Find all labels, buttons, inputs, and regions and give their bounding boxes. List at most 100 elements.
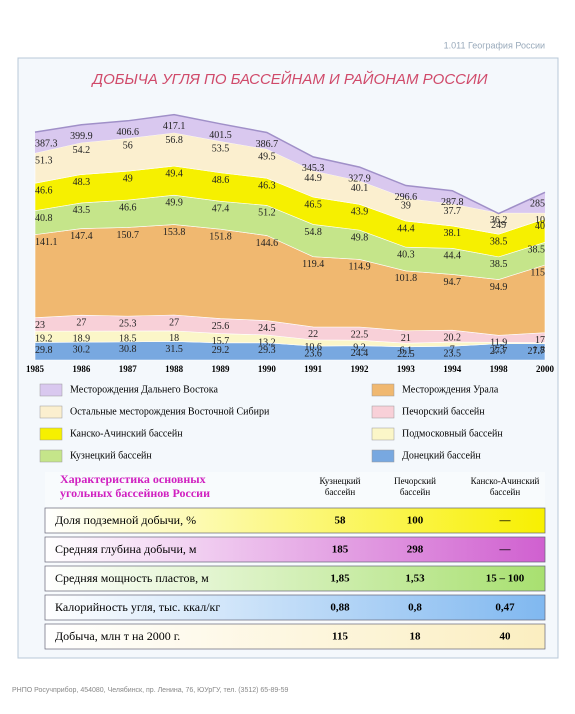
table-row (44, 507, 546, 534)
total-label: 406.6 (116, 127, 139, 138)
data-label: 38.5 (528, 245, 546, 256)
total-label: 387.3 (35, 138, 58, 149)
x-tick-label: 1988 (165, 364, 184, 374)
total-label: 287.8 (441, 197, 464, 208)
data-label: 44.9 (304, 173, 322, 184)
data-label: 141.1 (35, 237, 58, 248)
data-label: 40.1 (351, 183, 369, 194)
cell: 298 (407, 544, 424, 556)
data-label: 29.3 (258, 345, 276, 356)
legend-swatch (39, 449, 63, 463)
data-label: 29.2 (212, 345, 230, 356)
data-label: 17 (535, 335, 545, 346)
total-label: 401.5 (209, 130, 232, 141)
data-label: 18.9 (73, 333, 91, 344)
x-tick-label: 1986 (72, 364, 91, 374)
data-label: 43.5 (73, 205, 91, 216)
cell: — (499, 544, 512, 556)
data-label: 23.5 (444, 348, 462, 359)
data-label: 24.5 (258, 323, 276, 334)
column-header: Печорский бассейн (394, 476, 436, 497)
legend-label: Донецкий бассейн (402, 450, 481, 461)
cell: 1,85 (330, 573, 350, 585)
data-label: 1.8 (533, 345, 546, 356)
data-label: 43.9 (351, 207, 369, 218)
row-label: Средняя глубина добычи, м (55, 542, 197, 556)
header: 1.011 География России (444, 40, 545, 50)
data-label: 30.2 (73, 345, 91, 356)
x-tick-label: 1993 (397, 364, 416, 374)
data-label: 22 (308, 329, 318, 340)
data-label: 49 (123, 174, 133, 185)
x-tick-label: 1992 (351, 364, 370, 374)
data-label: 51.3 (35, 155, 53, 166)
data-label: 38.5 (490, 259, 508, 270)
data-label: 46.3 (258, 180, 276, 191)
x-tick-label: 1991 (304, 364, 323, 374)
table-title: Характеристика основных угольных бассейно… (60, 472, 210, 500)
legend-swatch (371, 383, 395, 397)
data-label: 51.2 (258, 208, 276, 219)
data-label: 46.6 (35, 186, 53, 197)
area-band (35, 114, 545, 214)
legend-swatch (371, 405, 395, 419)
column-header: Кузнецкий бассейн (319, 476, 360, 497)
data-label: 25.6 (212, 321, 230, 332)
cell: 40 (500, 631, 512, 643)
legend-swatch (39, 383, 63, 397)
data-label: 114.9 (348, 262, 370, 273)
data-label: 23.6 (304, 348, 322, 359)
cell: 100 (407, 515, 424, 527)
total-label: 327.9 (348, 173, 371, 184)
legend-swatch (371, 427, 395, 441)
row-label: Калорийность угля, тыс. ккал/кг (55, 600, 220, 614)
table-row (44, 623, 546, 650)
x-tick-label: 2000 (536, 364, 555, 374)
data-label: 18 (169, 333, 179, 344)
data-label: 53.5 (212, 144, 230, 155)
data-label: 56 (123, 141, 133, 152)
data-label: 25.3 (119, 318, 137, 329)
data-label: 6.1 (400, 345, 413, 356)
total-label: 417.1 (163, 121, 186, 132)
cell: — (499, 515, 512, 527)
data-label: 9.2 (353, 343, 366, 354)
data-label: 39 (401, 200, 411, 211)
data-label: 49.4 (165, 168, 183, 179)
legend-swatch (39, 405, 63, 419)
legend-label: Остальные месторождения Восточной Сибири (70, 406, 270, 417)
data-label: 47.4 (212, 204, 230, 215)
cell: 115 (332, 631, 348, 643)
x-tick-label: 1994 (443, 364, 462, 374)
data-label: 27.7 (528, 346, 546, 357)
data-label: 27.7 (490, 346, 508, 357)
table-row (44, 536, 546, 563)
data-label: 7 (450, 344, 455, 355)
total-label: 345.3 (302, 163, 325, 174)
legend-label: Канско-Ачинский бассейн (70, 428, 183, 439)
data-label: 23 (35, 320, 45, 331)
data-label: 94.7 (444, 277, 462, 288)
cell: 18 (410, 631, 422, 643)
legend-label: Месторождения Урала (402, 384, 499, 395)
data-label: 119.4 (302, 259, 324, 270)
total-label: 399.9 (70, 131, 93, 142)
legend-label: Кузнецкий бассейн (70, 450, 152, 461)
data-label: 44.4 (444, 251, 462, 262)
total-line (34, 113, 546, 215)
x-tick-label: 1989 (211, 364, 230, 374)
data-label: 54.2 (73, 145, 91, 156)
legend-swatch (371, 449, 395, 463)
data-label: 40 (535, 221, 545, 232)
column-header: Канско-Ачинский бассейн (471, 476, 540, 497)
data-label: 30.8 (119, 344, 137, 355)
chart-title: ДОБЫЧА УГЛЯ ПО БАССЕЙНАМ И РАЙОНАМ РОССИ… (91, 70, 488, 88)
data-label: 15.7 (212, 336, 230, 347)
data-label: 2.3 (492, 345, 505, 356)
data-label: 40.3 (397, 250, 415, 261)
row-label: Добыча, млн т на 2000 г. (55, 629, 180, 643)
table-row (44, 594, 546, 621)
data-label: 18.5 (119, 333, 137, 344)
data-label: 19.2 (35, 333, 53, 344)
